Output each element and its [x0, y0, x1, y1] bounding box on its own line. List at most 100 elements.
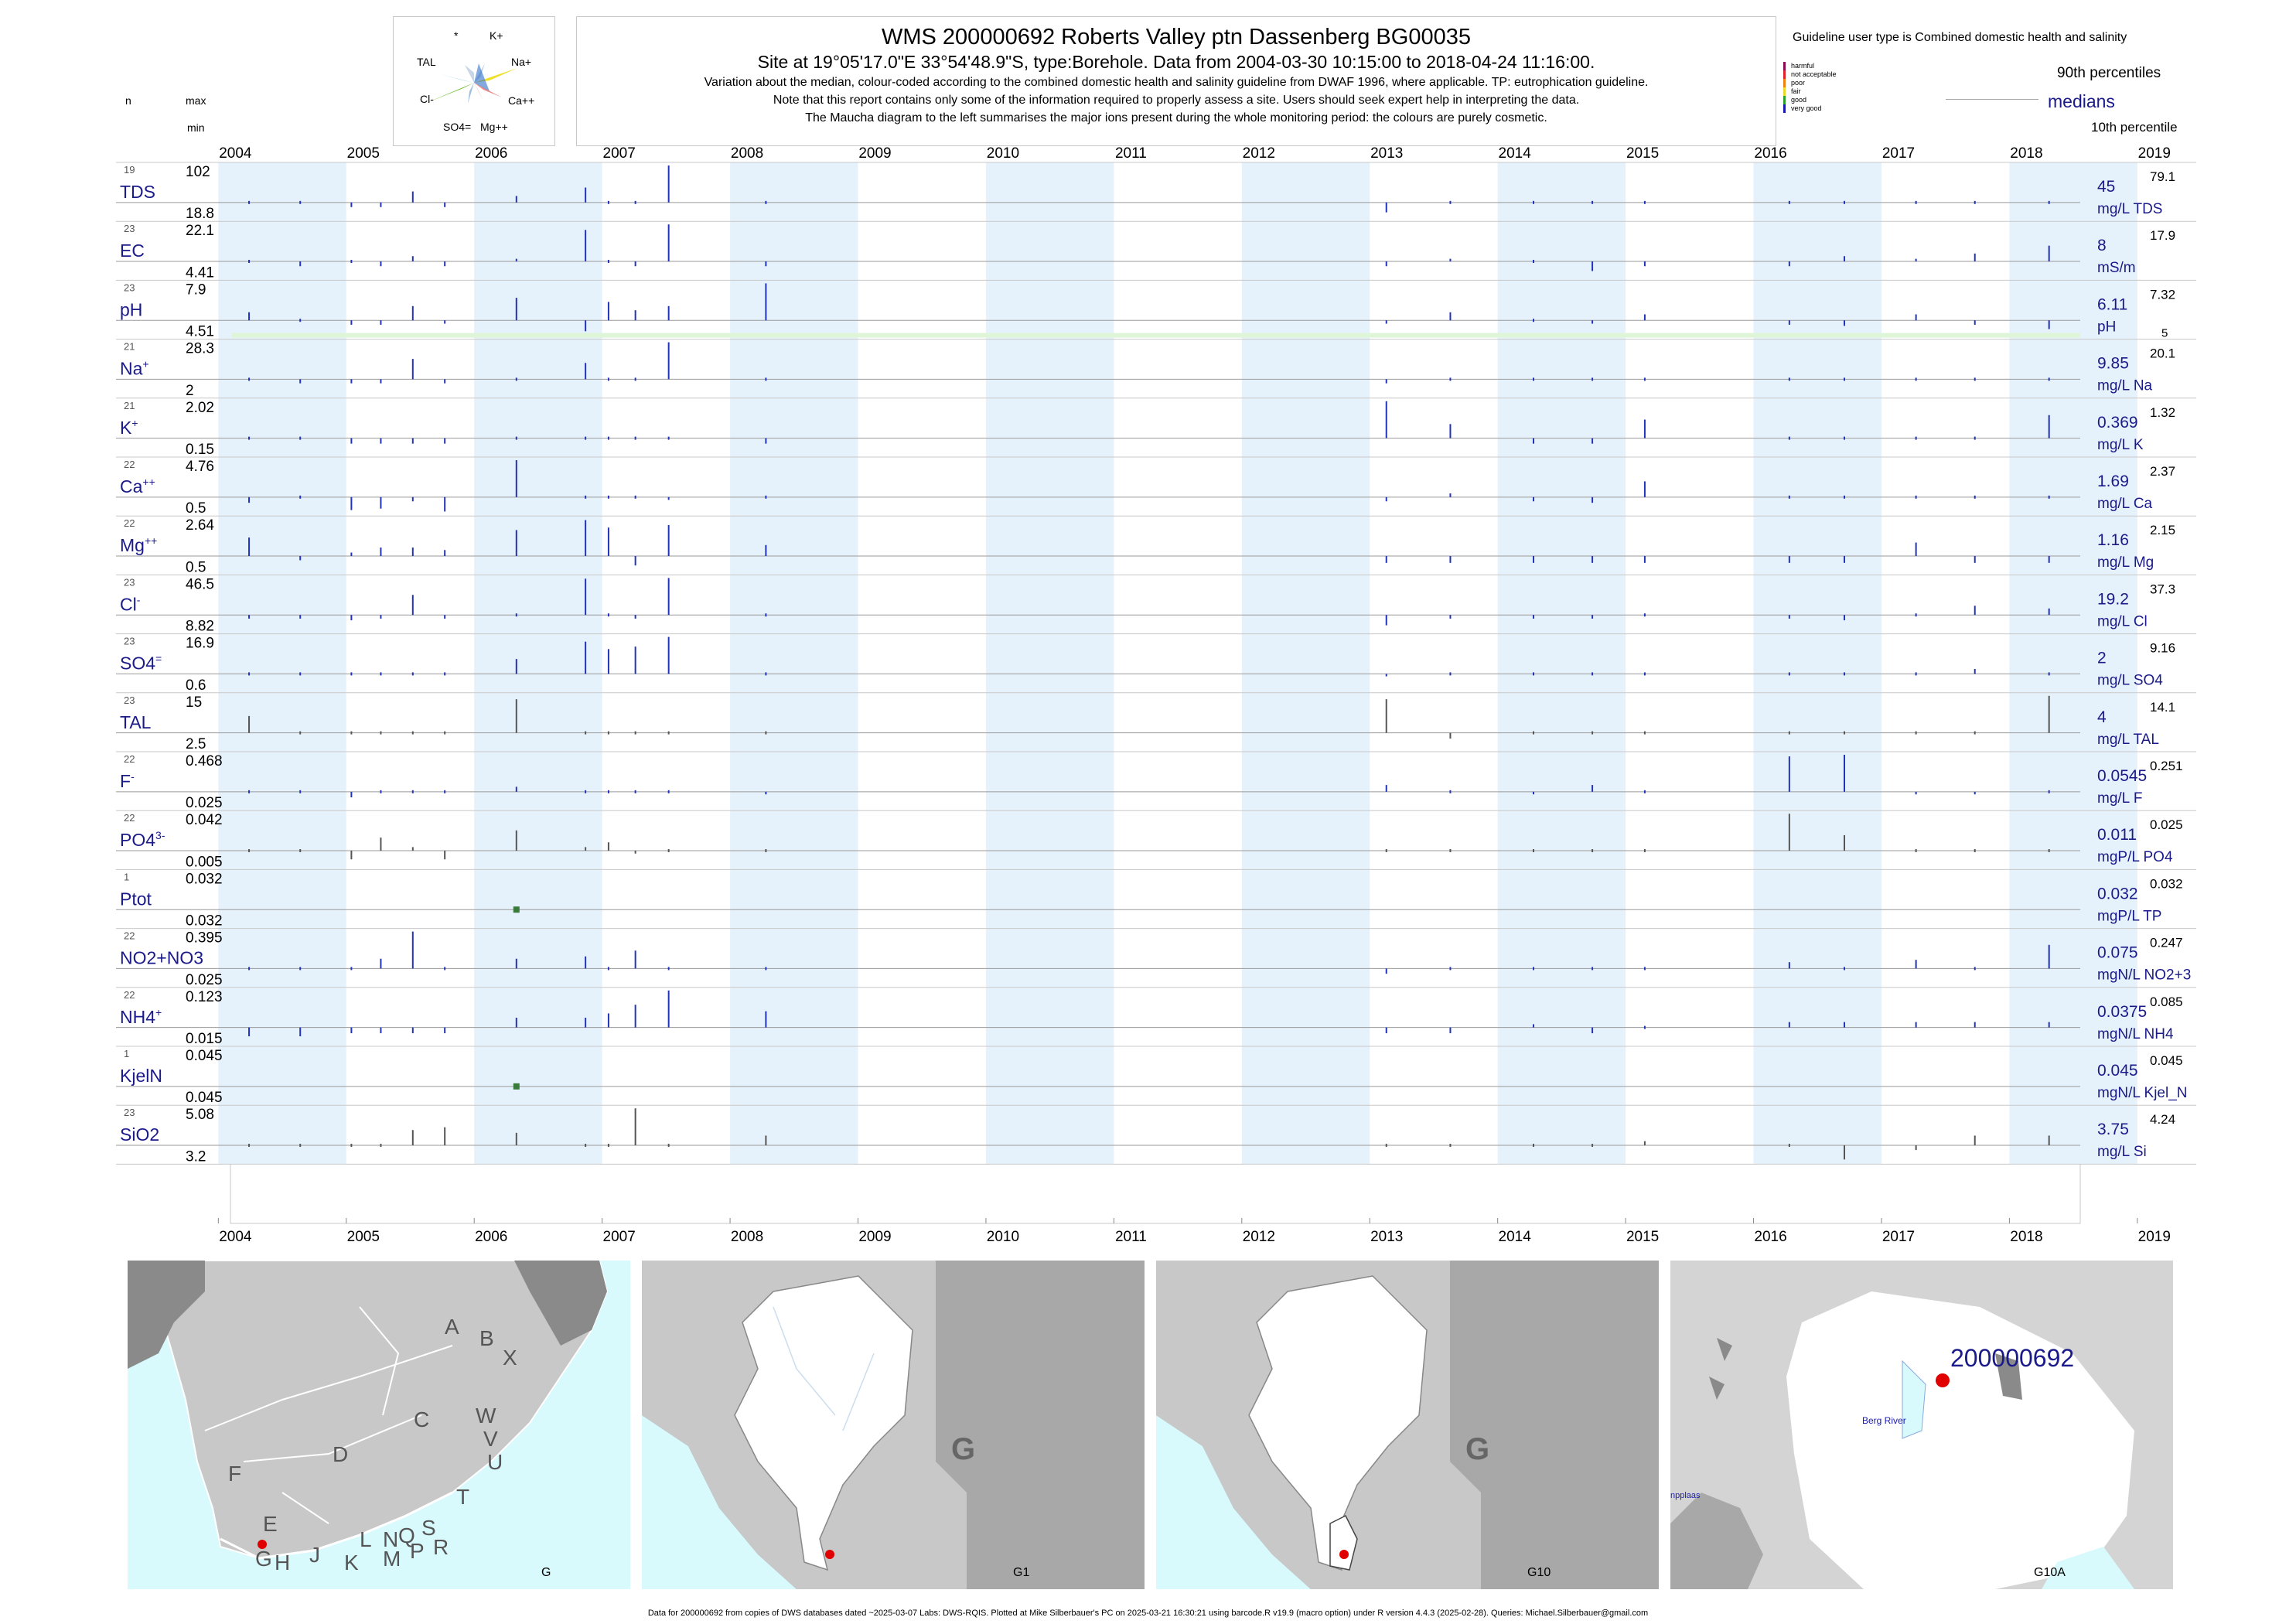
panel-median: 4 [2097, 708, 2107, 726]
panel-min: 0.032 [186, 913, 223, 930]
panel-min: 0.015 [186, 1031, 223, 1047]
panel-param-label: KjelN [120, 1066, 162, 1086]
year-tick-top: 2017 [1882, 145, 1915, 162]
panel-param-label: SO4= [120, 653, 162, 674]
panel-min: 0.045 [186, 1090, 223, 1106]
drainage-region-label: U [487, 1450, 503, 1474]
year-tick-bottom: 2005 [347, 1229, 380, 1245]
panel-p90: 2.37 [2150, 464, 2175, 479]
guideline-legend-title: Guideline user type is Combined domestic… [1793, 31, 2127, 44]
panel-max: 2.64 [186, 517, 214, 534]
year-tick-top: 2009 [858, 145, 891, 162]
panel-median: 9.85 [2097, 355, 2129, 373]
drainage-region-label: L [360, 1527, 372, 1551]
panel-median: 19.2 [2097, 590, 2129, 608]
panel-unit: mgN/L NO2+3 [2097, 967, 2191, 984]
year-band [985, 162, 1114, 1165]
legend-swatch [1783, 96, 1786, 104]
maucha-label: Ca++ [508, 94, 535, 107]
year-tick-bottom: 2007 [603, 1229, 636, 1245]
panel-unit: mg/L Mg [2097, 554, 2154, 571]
page-title: WMS 200000692 Roberts Valley ptn Dassenb… [882, 25, 1471, 49]
maucha-label: Na+ [511, 56, 532, 68]
drainage-region-label: X [503, 1346, 517, 1370]
maucha-star-icon [425, 63, 517, 104]
panel-unit: mg/L TDS [2097, 201, 2162, 217]
year-tick-bottom: 2006 [475, 1229, 507, 1245]
legend-class-label: not acceptable [1791, 70, 1837, 78]
note-maucha: The Maucha diagram to the left summarise… [805, 111, 1547, 125]
maucha-label: * [454, 29, 459, 42]
year-tick-top: 2012 [1243, 145, 1275, 162]
panel-param-label: Cl- [120, 593, 141, 614]
panel-median: 0.0545 [2097, 767, 2147, 785]
panel-p90: 0.247 [2150, 936, 2183, 950]
year-tick-top: 2007 [603, 145, 636, 162]
panel-max: 28.3 [186, 341, 214, 357]
panel-n: 23 [124, 694, 135, 706]
panel-n: 23 [124, 636, 135, 647]
panel-p90: 0.025 [2150, 817, 2183, 832]
single-sample-point [513, 1083, 520, 1090]
site-subtitle: Site at 19°05'17.0"E 33°54'48.9"S, type:… [757, 52, 1595, 72]
panel-unit: mg/L Na [2097, 378, 2153, 394]
panel-n: 22 [124, 517, 135, 529]
panel-min: 2 [186, 383, 194, 399]
year-tick-bottom: 2008 [731, 1229, 763, 1245]
drainage-region-label: B [479, 1326, 494, 1350]
legend-median-line [1946, 99, 2038, 100]
year-band [730, 162, 858, 1165]
panel-param-label: PO43- [120, 829, 165, 850]
panel-n: 21 [124, 400, 135, 411]
panel-n: 23 [124, 223, 135, 234]
panel-min: 3.2 [186, 1148, 206, 1165]
year-tick-top: 2018 [2010, 145, 2042, 162]
map-g10: G G10 [1156, 1261, 1659, 1589]
title-box: WMS 200000692 Roberts Valley ptn Dassenb… [576, 16, 1776, 146]
panel-median: 0.0375 [2097, 1003, 2147, 1021]
maucha-label: Cl- [420, 93, 434, 105]
legend-class-label: very good [1791, 104, 1822, 112]
maucha-label: TAL [417, 56, 436, 68]
panel-param-label: EC [120, 241, 145, 261]
map-basin-label: G [1465, 1432, 1490, 1466]
note-expert: Note that this report contains only some… [773, 94, 1580, 107]
legend-class-label: harmful [1791, 62, 1815, 70]
panel-unit: pH [2097, 319, 2116, 335]
panel-p90: 0.085 [2150, 995, 2183, 1009]
year-tick-bottom: 2012 [1243, 1229, 1275, 1245]
panel-max: 0.042 [186, 812, 223, 828]
legend-class-label: poor [1791, 79, 1806, 87]
panel-median: 45 [2097, 178, 2115, 196]
legend-medians: medians [2048, 91, 2115, 111]
year-tick-top: 2016 [1754, 145, 1786, 162]
panel-param-label: Ptot [120, 889, 152, 909]
year-tick-bottom: 2011 [1115, 1229, 1147, 1245]
panel-max: 4.76 [186, 459, 214, 475]
drainage-region-label: A [445, 1315, 459, 1339]
drainage-region-label: V [483, 1427, 498, 1451]
panel-min: 0.5 [186, 559, 206, 575]
panel-n: 1 [124, 1048, 129, 1059]
panel-min: 0.15 [186, 442, 214, 458]
panel-n: 23 [124, 281, 135, 293]
panel-unit: mgN/L NH4 [2097, 1026, 2174, 1042]
year-tick-top: 2008 [731, 145, 763, 162]
panel-max: 102 [186, 164, 210, 180]
year-band [218, 162, 346, 1165]
panel-param-label: SiO2 [120, 1124, 159, 1145]
panel-p90: 20.1 [2150, 346, 2175, 361]
drainage-region-label: E [263, 1512, 278, 1536]
panel-n: 22 [124, 930, 135, 942]
year-tick-top: 2010 [987, 145, 1019, 162]
panel-n: 22 [124, 812, 135, 824]
panel-p90: 0.032 [2150, 876, 2183, 891]
legend-class-label: fair [1791, 87, 1801, 95]
year-tick-bottom: 2018 [2010, 1229, 2042, 1245]
year-band [1241, 162, 1370, 1165]
site-id-label: 200000692 [1950, 1344, 2075, 1372]
panel-param-label: NH4+ [120, 1006, 162, 1027]
panel-max: 0.032 [186, 871, 223, 887]
panel-min: 8.82 [186, 619, 214, 635]
panel-max: 46.5 [186, 576, 214, 592]
